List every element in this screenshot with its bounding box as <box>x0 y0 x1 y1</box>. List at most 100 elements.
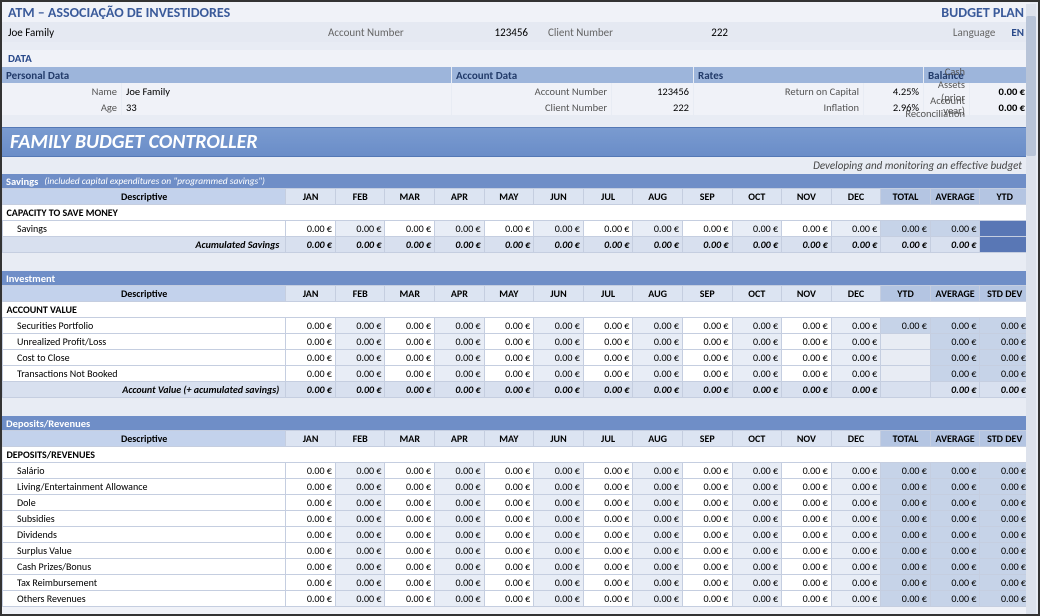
cell-value[interactable]: 0.00 € <box>583 479 633 495</box>
cell-value[interactable]: 0.00 € <box>732 575 782 591</box>
cell-value[interactable]: 0.00 € <box>385 318 435 334</box>
deposits-table[interactable]: DescriptiveJANFEBMARAPRMAYJUNJULAUGSEPOC… <box>2 430 1030 607</box>
cell-value[interactable]: 0.00 € <box>385 543 435 559</box>
cell-value[interactable]: 0.00 € <box>435 575 485 591</box>
cell-value[interactable]: 0.00 € <box>682 334 732 350</box>
cell-value[interactable]: 0.00 € <box>435 543 485 559</box>
cell-value[interactable]: 0.00 € <box>484 350 534 366</box>
cell-value[interactable]: 0.00 € <box>732 221 782 237</box>
cell-value[interactable]: 0.00 € <box>583 318 633 334</box>
cell-value[interactable]: 0.00 € <box>286 350 336 366</box>
cell-value[interactable]: 0.00 € <box>831 527 881 543</box>
cell-value[interactable]: 0.00 € <box>335 463 385 479</box>
cell-value[interactable]: 0.00 € <box>583 511 633 527</box>
cell-value[interactable]: 0.00 € <box>335 511 385 527</box>
cell-value[interactable]: 0.00 € <box>583 527 633 543</box>
cell-value[interactable]: 0.00 € <box>286 463 336 479</box>
cell-value[interactable]: 0.00 € <box>385 366 435 382</box>
cell-value[interactable]: 0.00 € <box>633 591 683 607</box>
cell-value[interactable]: 0.00 € <box>484 479 534 495</box>
cell-value[interactable]: 0.00 € <box>732 366 782 382</box>
cell-value[interactable]: 0.00 € <box>732 350 782 366</box>
cell-value[interactable]: 0.00 € <box>335 527 385 543</box>
cell-value[interactable]: 0.00 € <box>633 575 683 591</box>
cell-value[interactable]: 0.00 € <box>335 559 385 575</box>
cell-value[interactable]: 0.00 € <box>782 334 832 350</box>
cell-value[interactable]: 0.00 € <box>335 350 385 366</box>
cell-value[interactable]: 0.00 € <box>583 463 633 479</box>
cell-value[interactable]: 0.00 € <box>286 318 336 334</box>
cell-value[interactable]: 0.00 € <box>484 366 534 382</box>
cell-value[interactable]: 0.00 € <box>335 591 385 607</box>
cell-value[interactable]: 0.00 € <box>534 591 584 607</box>
cell-value[interactable]: 0.00 € <box>732 559 782 575</box>
cell-value[interactable]: 0.00 € <box>435 366 485 382</box>
cell-value[interactable]: 0.00 € <box>385 511 435 527</box>
cell-value[interactable]: 0.00 € <box>682 511 732 527</box>
cell-value[interactable]: 0.00 € <box>286 559 336 575</box>
cell-value[interactable]: 0.00 € <box>782 543 832 559</box>
cell-value[interactable]: 0.00 € <box>782 591 832 607</box>
cell-value[interactable]: 0.00 € <box>831 559 881 575</box>
cell-value[interactable]: 0.00 € <box>633 479 683 495</box>
cell-value[interactable]: 0.00 € <box>534 495 584 511</box>
cell-value[interactable]: 0.00 € <box>484 318 534 334</box>
cell-value[interactable]: 0.00 € <box>831 221 881 237</box>
cell-value[interactable]: 0.00 € <box>385 527 435 543</box>
cell-value[interactable]: 0.00 € <box>732 479 782 495</box>
cell-value[interactable]: 0.00 € <box>534 543 584 559</box>
cell-value[interactable]: 0.00 € <box>583 221 633 237</box>
cell-value[interactable]: 0.00 € <box>286 511 336 527</box>
cell-value[interactable]: 0.00 € <box>732 318 782 334</box>
cell-value[interactable]: 0.00 € <box>831 511 881 527</box>
cell-value[interactable]: 0.00 € <box>831 591 881 607</box>
cell-value[interactable]: 0.00 € <box>682 591 732 607</box>
cell-value[interactable]: 0.00 € <box>534 559 584 575</box>
cell-value[interactable]: 0.00 € <box>435 463 485 479</box>
cell-value[interactable]: 0.00 € <box>534 334 584 350</box>
cell-value[interactable]: 0.00 € <box>534 350 584 366</box>
cell-value[interactable]: 0.00 € <box>484 221 534 237</box>
investment-table[interactable]: DescriptiveJANFEBMARAPRMAYJUNJULAUGSEPOC… <box>2 285 1030 398</box>
cell-value[interactable]: 0.00 € <box>385 221 435 237</box>
cell-value[interactable]: 0.00 € <box>484 511 534 527</box>
cell-value[interactable]: 0.00 € <box>583 543 633 559</box>
cell-value[interactable]: 0.00 € <box>831 479 881 495</box>
cell-value[interactable]: 0.00 € <box>385 495 435 511</box>
cell-value[interactable]: 0.00 € <box>782 479 832 495</box>
cell-value[interactable]: 0.00 € <box>782 221 832 237</box>
cell-value[interactable]: 0.00 € <box>682 366 732 382</box>
cell-value[interactable]: 0.00 € <box>831 318 881 334</box>
cell-value[interactable]: 0.00 € <box>534 479 584 495</box>
cell-value[interactable]: 0.00 € <box>732 511 782 527</box>
cell-value[interactable]: 0.00 € <box>782 366 832 382</box>
cell-value[interactable]: 0.00 € <box>435 221 485 237</box>
cell-value[interactable]: 0.00 € <box>831 543 881 559</box>
cell-value[interactable]: 0.00 € <box>335 334 385 350</box>
cell-value[interactable]: 0.00 € <box>484 495 534 511</box>
cell-value[interactable]: 0.00 € <box>633 318 683 334</box>
cell-value[interactable]: 0.00 € <box>831 366 881 382</box>
cell-value[interactable]: 0.00 € <box>633 350 683 366</box>
cell-value[interactable]: 0.00 € <box>385 591 435 607</box>
cell-value[interactable]: 0.00 € <box>732 463 782 479</box>
cell-value[interactable]: 0.00 € <box>682 318 732 334</box>
cell-value[interactable]: 0.00 € <box>335 318 385 334</box>
cell-value[interactable]: 0.00 € <box>286 591 336 607</box>
cell-value[interactable]: 0.00 € <box>782 318 832 334</box>
cell-value[interactable]: 0.00 € <box>385 350 435 366</box>
cell-value[interactable]: 0.00 € <box>286 527 336 543</box>
vertical-scrollbar[interactable] <box>1026 4 1036 614</box>
cell-value[interactable]: 0.00 € <box>534 575 584 591</box>
cell-value[interactable]: 0.00 € <box>286 479 336 495</box>
cell-value[interactable]: 0.00 € <box>435 479 485 495</box>
cell-value[interactable]: 0.00 € <box>633 527 683 543</box>
cell-value[interactable]: 0.00 € <box>335 543 385 559</box>
cell-value[interactable]: 0.00 € <box>633 495 683 511</box>
cell-value[interactable]: 0.00 € <box>682 559 732 575</box>
cell-value[interactable]: 0.00 € <box>682 575 732 591</box>
cell-value[interactable]: 0.00 € <box>286 334 336 350</box>
cell-value[interactable]: 0.00 € <box>435 350 485 366</box>
cell-value[interactable]: 0.00 € <box>732 495 782 511</box>
cell-value[interactable]: 0.00 € <box>435 559 485 575</box>
